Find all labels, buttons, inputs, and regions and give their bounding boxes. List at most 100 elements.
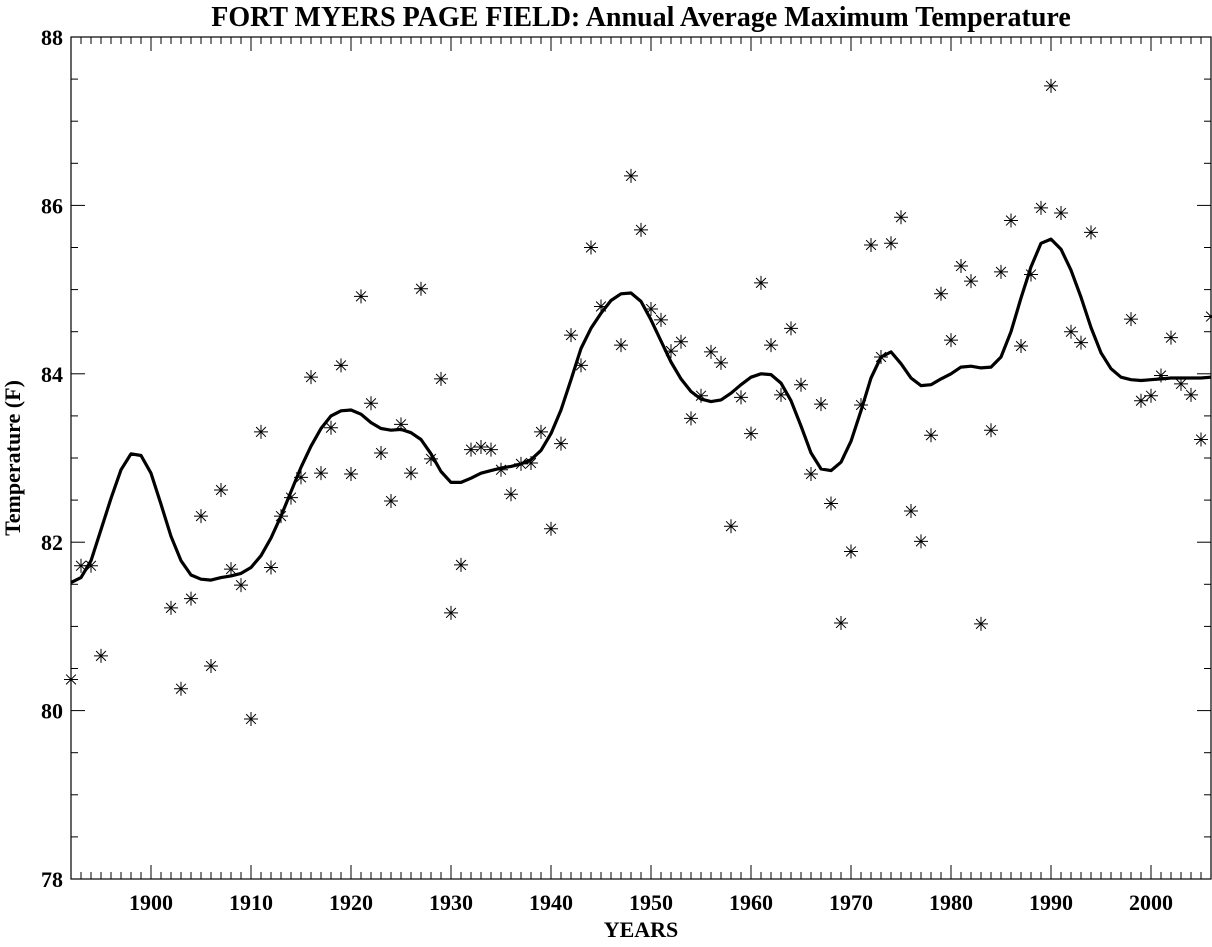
data-point xyxy=(664,344,678,359)
data-point xyxy=(164,600,178,615)
data-point xyxy=(784,321,798,336)
data-point xyxy=(494,462,508,477)
data-point xyxy=(804,466,818,481)
data-point xyxy=(1054,205,1068,220)
data-point xyxy=(404,466,418,481)
data-point xyxy=(914,534,928,549)
data-point xyxy=(904,504,918,519)
data-point xyxy=(964,274,978,289)
data-point xyxy=(1174,376,1188,391)
x-tick-label: 1940 xyxy=(529,890,573,915)
data-point xyxy=(944,333,958,348)
data-point xyxy=(634,222,648,237)
data-point xyxy=(334,358,348,373)
smoothed-line xyxy=(70,237,1212,585)
data-point xyxy=(1014,339,1028,354)
data-point xyxy=(984,423,998,438)
data-point xyxy=(294,470,308,485)
data-point xyxy=(484,442,498,457)
data-point xyxy=(774,387,788,402)
data-point xyxy=(844,544,858,559)
data-point xyxy=(754,275,768,290)
data-point xyxy=(814,397,828,412)
data-point xyxy=(454,557,468,572)
axes: 1900 1910 1920 1930 1940 1950 1960 1970 1980 1990… xyxy=(41,25,1212,915)
data-point xyxy=(1004,213,1018,228)
data-point xyxy=(314,466,328,481)
data-point xyxy=(704,344,718,359)
data-point xyxy=(744,426,758,441)
y-tick-label: 80 xyxy=(41,699,63,724)
data-point xyxy=(344,466,358,481)
data-point xyxy=(834,616,848,631)
data-point xyxy=(644,301,658,316)
data-point xyxy=(304,370,318,385)
data-point xyxy=(1124,312,1138,327)
data-point xyxy=(1034,200,1048,215)
x-tick-label: 2000 xyxy=(1129,890,1173,915)
data-point xyxy=(274,509,288,524)
data-point xyxy=(504,487,518,502)
data-point xyxy=(194,509,208,524)
data-point xyxy=(224,562,238,577)
data-point xyxy=(594,299,608,314)
data-point xyxy=(464,442,478,457)
chart-title: FORT MYERS PAGE FIELD: Annual Average Ma… xyxy=(211,2,1071,33)
data-point xyxy=(324,420,338,435)
data-point xyxy=(894,210,908,225)
y-tick-label: 86 xyxy=(41,193,63,218)
x-tick-label: 1930 xyxy=(429,890,473,915)
data-point xyxy=(184,591,198,606)
y-axis-label: Temperature (F) xyxy=(0,380,25,536)
data-point xyxy=(534,424,548,439)
x-tick-label: 1980 xyxy=(929,890,973,915)
data-point xyxy=(1194,432,1208,447)
x-tick-label: 1900 xyxy=(129,890,173,915)
data-point xyxy=(564,328,578,343)
x-tick-label: 1970 xyxy=(829,890,873,915)
data-point xyxy=(684,411,698,426)
data-point xyxy=(794,377,808,392)
data-point xyxy=(574,358,588,373)
data-point xyxy=(414,281,428,296)
data-point xyxy=(1204,309,1212,324)
data-point xyxy=(434,371,448,386)
x-tick-label: 1990 xyxy=(1029,890,1073,915)
data-point xyxy=(584,240,598,255)
data-point xyxy=(544,521,558,536)
x-tick-label: 1920 xyxy=(329,890,373,915)
data-point xyxy=(254,424,268,439)
data-point xyxy=(994,264,1008,279)
data-point xyxy=(864,237,878,252)
x-tick-label: 1950 xyxy=(629,890,673,915)
x-tick-label: 1960 xyxy=(729,890,773,915)
data-point xyxy=(654,312,668,327)
data-point xyxy=(734,390,748,405)
data-point xyxy=(474,440,488,455)
data-point xyxy=(974,616,988,631)
y-tick-label: 78 xyxy=(41,867,63,892)
data-point xyxy=(514,456,528,471)
data-point xyxy=(234,578,248,593)
data-point xyxy=(824,496,838,511)
data-point xyxy=(1134,393,1148,408)
data-point xyxy=(1164,330,1178,345)
data-point xyxy=(1084,225,1098,240)
data-point xyxy=(934,286,948,301)
data-point xyxy=(764,338,778,353)
data-point xyxy=(1154,368,1168,383)
data-point xyxy=(1074,335,1088,350)
data-marks xyxy=(64,78,1212,727)
data-point xyxy=(714,355,728,370)
data-point xyxy=(174,681,188,696)
data-point xyxy=(444,605,458,620)
data-point xyxy=(64,672,78,687)
data-point xyxy=(674,334,688,349)
data-point xyxy=(524,456,538,471)
data-point xyxy=(614,338,628,353)
data-point xyxy=(624,168,638,183)
y-tick-label: 82 xyxy=(41,530,63,555)
y-tick-label: 88 xyxy=(41,25,63,50)
x-tick-label: 1910 xyxy=(229,890,273,915)
